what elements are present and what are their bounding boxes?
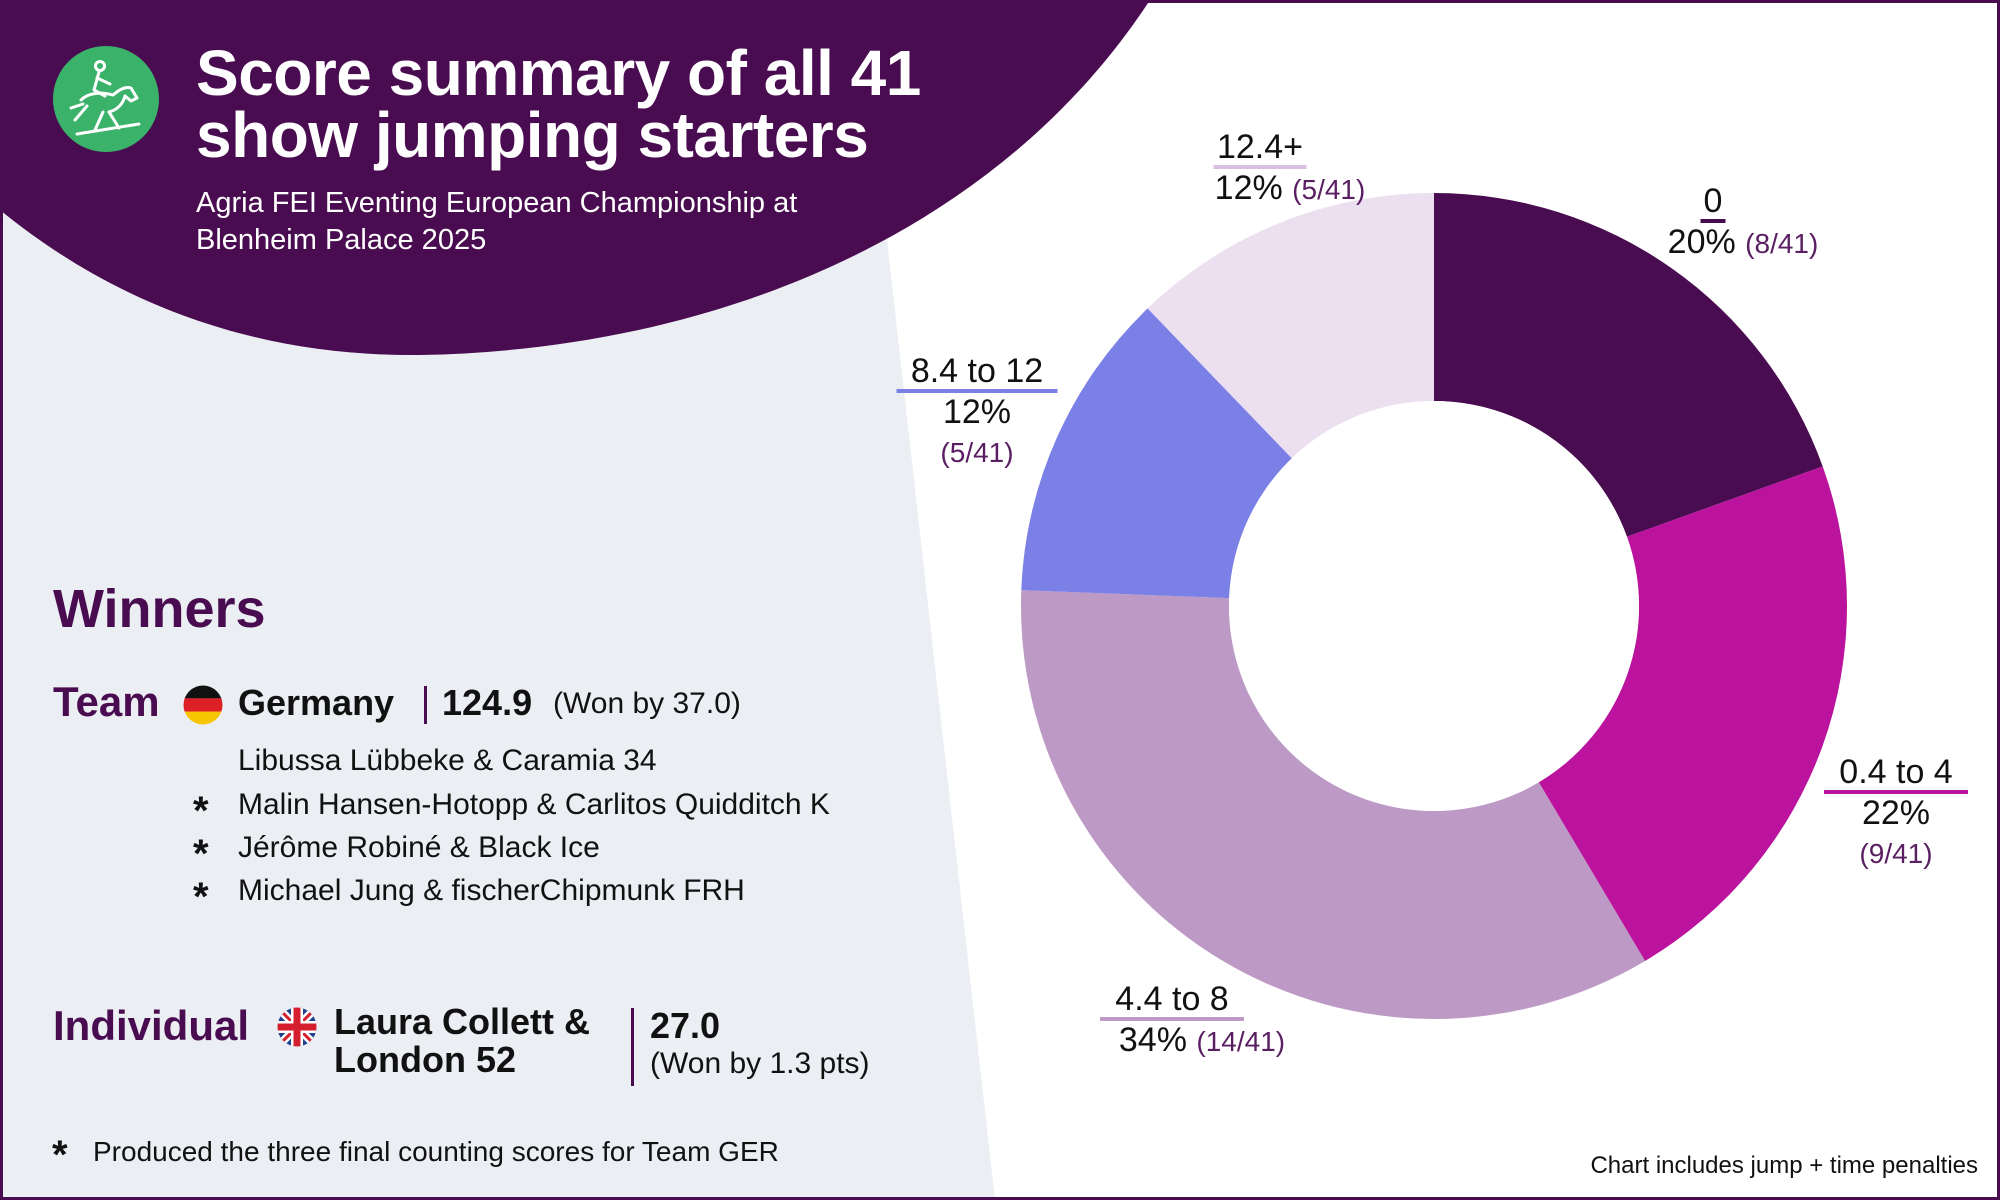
slice-category-label: 8.4 to 12 [911, 352, 1043, 390]
slice-value-line: 34% (14/41) [1119, 1021, 1285, 1059]
slice-value-line: 12% (5/41) [1215, 169, 1366, 207]
slice-count-label: (5/41) [940, 437, 1013, 468]
team-label: Team [53, 678, 160, 725]
winners-heading: Winners [53, 579, 266, 639]
slice-label-underline [1824, 790, 1968, 794]
slice-labels: 020% (8/41) 0.4 to 422% (9/41) 4.4 to 834% … [896, 128, 1968, 1059]
team-member: Libussa Lübbeke & Caramia 34 [238, 744, 657, 777]
counting-score-asterisk: * [193, 875, 209, 919]
equestrian-jumping-icon [53, 46, 159, 152]
slice-percent-label: 12% [943, 393, 1011, 431]
slice-percent-label: 34% [1119, 1021, 1197, 1059]
header-banner [0, 0, 1150, 356]
slice-category-label: 4.4 to 8 [1115, 980, 1228, 1018]
slice-count-label: (14/41) [1196, 1026, 1285, 1057]
donut-slice [1538, 466, 1848, 962]
slice-label-underline [896, 389, 1058, 393]
slice-label-group: 0.4 to 422% (9/41) [1824, 753, 1968, 869]
team-member: Jérôme Robiné & Black Ice [238, 831, 600, 864]
team-score-divider [424, 686, 427, 724]
counting-score-asterisk: * [193, 832, 209, 876]
individual-score: 27.0 [650, 1005, 721, 1046]
slice-count-label: (8/41) [1745, 228, 1818, 259]
slice-category-label: 0 [1704, 182, 1723, 220]
individual-score-divider [631, 1008, 634, 1086]
donut-hole [1229, 401, 1639, 811]
slice-category-label: 12.4+ [1217, 128, 1303, 166]
footnote: Produced the three final counting scores… [93, 1136, 779, 1167]
donut-slice [1021, 308, 1292, 599]
slice-percent-label: 22% [1862, 794, 1930, 832]
slice-value-line: 20% (8/41) [1668, 223, 1819, 261]
slice-label-group: 12.4+12% (5/41) [1213, 128, 1366, 207]
slice-label-underline [1213, 165, 1307, 169]
horse-rider-icon [69, 60, 141, 136]
individual-label: Individual [53, 1002, 250, 1049]
slice-count-label: (9/41) [1859, 838, 1932, 869]
team-score: 124.9 [442, 682, 533, 723]
donut-slice [1434, 193, 1823, 537]
chart-note: Chart includes jump + time penalties [1590, 1152, 1978, 1179]
slice-label-group: 020% (8/41) [1668, 182, 1819, 261]
footnote-asterisk: * [52, 1133, 68, 1177]
slice-percent-label: 12% [1215, 169, 1293, 207]
team-winning-margin: (Won by 37.0) [553, 687, 741, 720]
donut-slice [1147, 193, 1434, 459]
slice-category-label: 0.4 to 4 [1839, 753, 1952, 791]
individual-winning-margin: (Won by 1.3 pts) [650, 1047, 870, 1080]
individual-winner: Laura Collett & London 52 [334, 1001, 591, 1080]
germany-flag-icon [183, 685, 223, 725]
slice-label-group: 4.4 to 834% (14/41) [1100, 980, 1285, 1059]
slice-count-label: (5/41) [1292, 174, 1365, 205]
slice-label-underline [1700, 219, 1726, 223]
team-country: Germany [238, 682, 395, 723]
donut-slices [1020, 193, 1848, 1020]
counting-score-asterisk: * [193, 789, 209, 833]
slice-label-underline [1100, 1017, 1244, 1021]
chart-subtitle: Agria FEI Eventing European Championship… [196, 187, 798, 256]
team-member: Malin Hansen-Hotopp & Carlitos Quidditch… [238, 788, 830, 821]
slice-percent-label: 20% [1668, 223, 1746, 261]
united-kingdom-flag-icon [277, 1007, 317, 1047]
chart-title: Score summary of all 41 show jumping sta… [196, 37, 921, 171]
team-member: Michael Jung & fischerChipmunk FRH [238, 874, 745, 907]
donut-slice [1020, 590, 1646, 1020]
